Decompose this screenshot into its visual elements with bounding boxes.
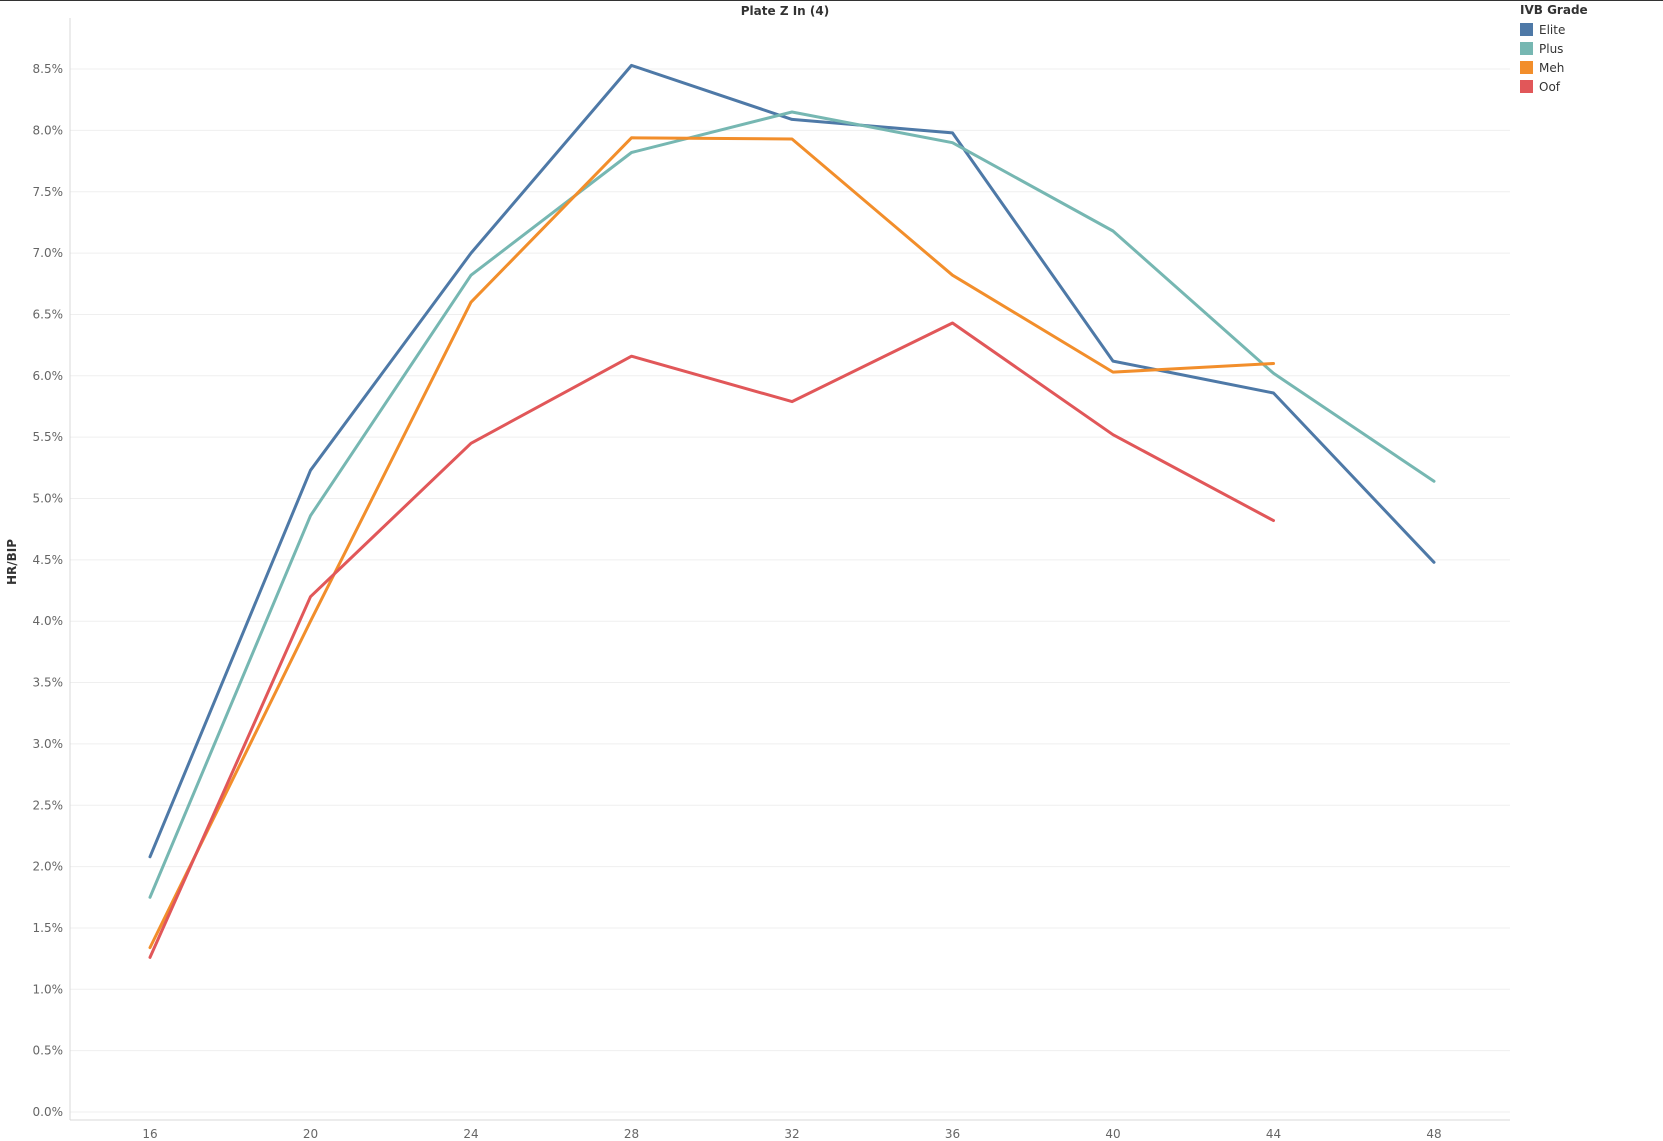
legend-label: Oof (1539, 79, 1561, 94)
y-tick-label: 8.0% (33, 123, 64, 137)
y-tick-label: 6.5% (33, 307, 64, 321)
y-tick-label: 5.5% (33, 430, 64, 444)
y-tick-label: 3.0% (33, 737, 64, 751)
x-tick-label: 20 (303, 1127, 318, 1141)
series-line-plus (148, 110, 1436, 899)
series-line-elite (148, 63, 1436, 859)
legend: IVB Grade Elite Plus Meh Oof (1520, 3, 1588, 96)
x-tick-label: 24 (463, 1127, 478, 1141)
legend-label: Plus (1539, 41, 1564, 56)
y-tick-label: 0.0% (33, 1105, 64, 1119)
x-tick-label: 44 (1266, 1127, 1281, 1141)
legend-item-meh[interactable]: Meh (1520, 58, 1588, 77)
gridlines (70, 68, 1510, 1113)
y-tick-label: 4.5% (33, 553, 64, 567)
y-tick-label: 2.0% (33, 860, 64, 874)
y-tick-label: 1.5% (33, 921, 64, 935)
legend-item-plus[interactable]: Plus (1520, 39, 1588, 58)
axes (69, 18, 1510, 1121)
legend-swatch (1520, 80, 1533, 93)
y-tick-label: 3.5% (33, 676, 64, 690)
y-tick-label: 1.0% (33, 982, 64, 996)
y-axis-title: HR/BIP (5, 539, 19, 585)
x-tick-label: 28 (624, 1127, 639, 1141)
y-tick-label: 5.0% (33, 492, 64, 506)
y-tick-label: 7.0% (33, 246, 64, 260)
x-tick-label: 36 (945, 1127, 960, 1141)
legend-swatch (1520, 42, 1533, 55)
y-tick-label: 0.5% (33, 1044, 64, 1058)
series-lines (148, 63, 1436, 959)
y-tick-label: 4.0% (33, 614, 64, 628)
legend-item-oof[interactable]: Oof (1520, 77, 1588, 96)
legend-swatch (1520, 23, 1533, 36)
series-line-meh (148, 136, 1275, 950)
chart-title: Plate Z In (4) (741, 4, 829, 18)
y-tick-labels: 0.0% 0.5% 1.0% 1.5% 2.0% 2.5% 3.0% 3.5% 4.0% 4.5%… (33, 62, 64, 1119)
legend-item-elite[interactable]: Elite (1520, 20, 1588, 39)
series-line-oof (148, 321, 1275, 959)
legend-label: Meh (1539, 60, 1565, 75)
y-tick-label: 2.5% (33, 798, 64, 812)
x-tick-label: 48 (1426, 1127, 1441, 1141)
y-tick-label: 8.5% (33, 62, 64, 76)
x-tick-label: 16 (142, 1127, 157, 1141)
y-tick-label: 6.0% (33, 369, 64, 383)
legend-title: IVB Grade (1520, 3, 1588, 17)
x-tick-label: 32 (784, 1127, 799, 1141)
legend-label: Elite (1539, 22, 1566, 37)
x-tick-label: 40 (1105, 1127, 1120, 1141)
legend-swatch (1520, 61, 1533, 74)
y-tick-label: 7.5% (33, 185, 64, 199)
legend-items: Elite Plus Meh Oof (1520, 20, 1588, 96)
x-tick-labels: 16 20 24 28 32 36 40 44 48 (142, 1127, 1441, 1141)
